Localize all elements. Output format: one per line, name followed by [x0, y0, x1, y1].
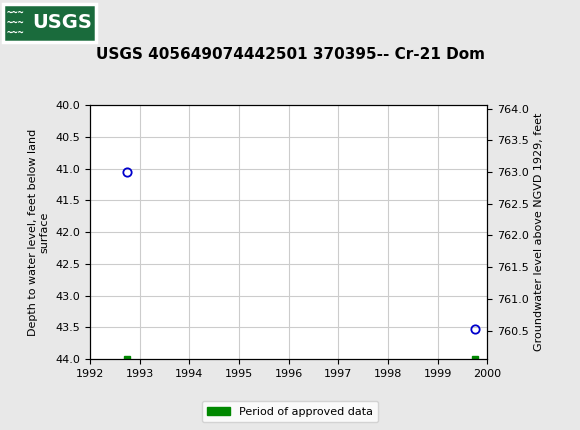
Text: USGS: USGS [32, 13, 92, 32]
FancyBboxPatch shape [3, 3, 96, 42]
Text: USGS 405649074442501 370395-- Cr-21 Dom: USGS 405649074442501 370395-- Cr-21 Dom [96, 47, 484, 62]
Text: ~~~: ~~~ [7, 28, 24, 37]
Text: ~~~: ~~~ [7, 8, 24, 18]
Y-axis label: Depth to water level, feet below land
surface: Depth to water level, feet below land su… [28, 129, 50, 336]
Bar [3, 3, 96, 42]
Y-axis label: Groundwater level above NGVD 1929, feet: Groundwater level above NGVD 1929, feet [534, 113, 545, 351]
Text: ~~~: ~~~ [7, 18, 24, 28]
Legend: Period of approved data: Period of approved data [202, 401, 378, 422]
